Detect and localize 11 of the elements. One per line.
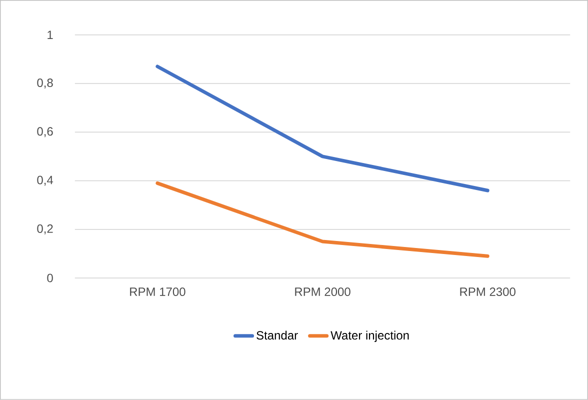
- y-tick-label: 0,6: [37, 127, 53, 138]
- x-tick-label: RPM 2300: [460, 288, 516, 296]
- y-tick-label: 0,2: [37, 224, 53, 234]
- legend-label: Standar: [256, 330, 298, 340]
- x-tick-label: RPM 1700: [130, 288, 186, 296]
- x-tick-label: RPM 2000: [295, 288, 350, 296]
- y-tick-label: 0,4: [37, 176, 54, 186]
- legend-label: Water injection: [330, 330, 409, 342]
- y-tick-label: 1: [48, 30, 53, 40]
- y-tick-label: 0: [47, 274, 53, 282]
- y-tick-label: 0,8: [37, 78, 53, 88]
